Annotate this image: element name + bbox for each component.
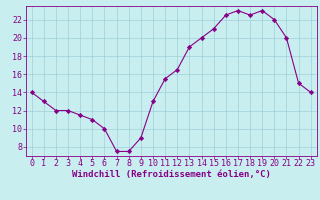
X-axis label: Windchill (Refroidissement éolien,°C): Windchill (Refroidissement éolien,°C)	[72, 170, 271, 179]
